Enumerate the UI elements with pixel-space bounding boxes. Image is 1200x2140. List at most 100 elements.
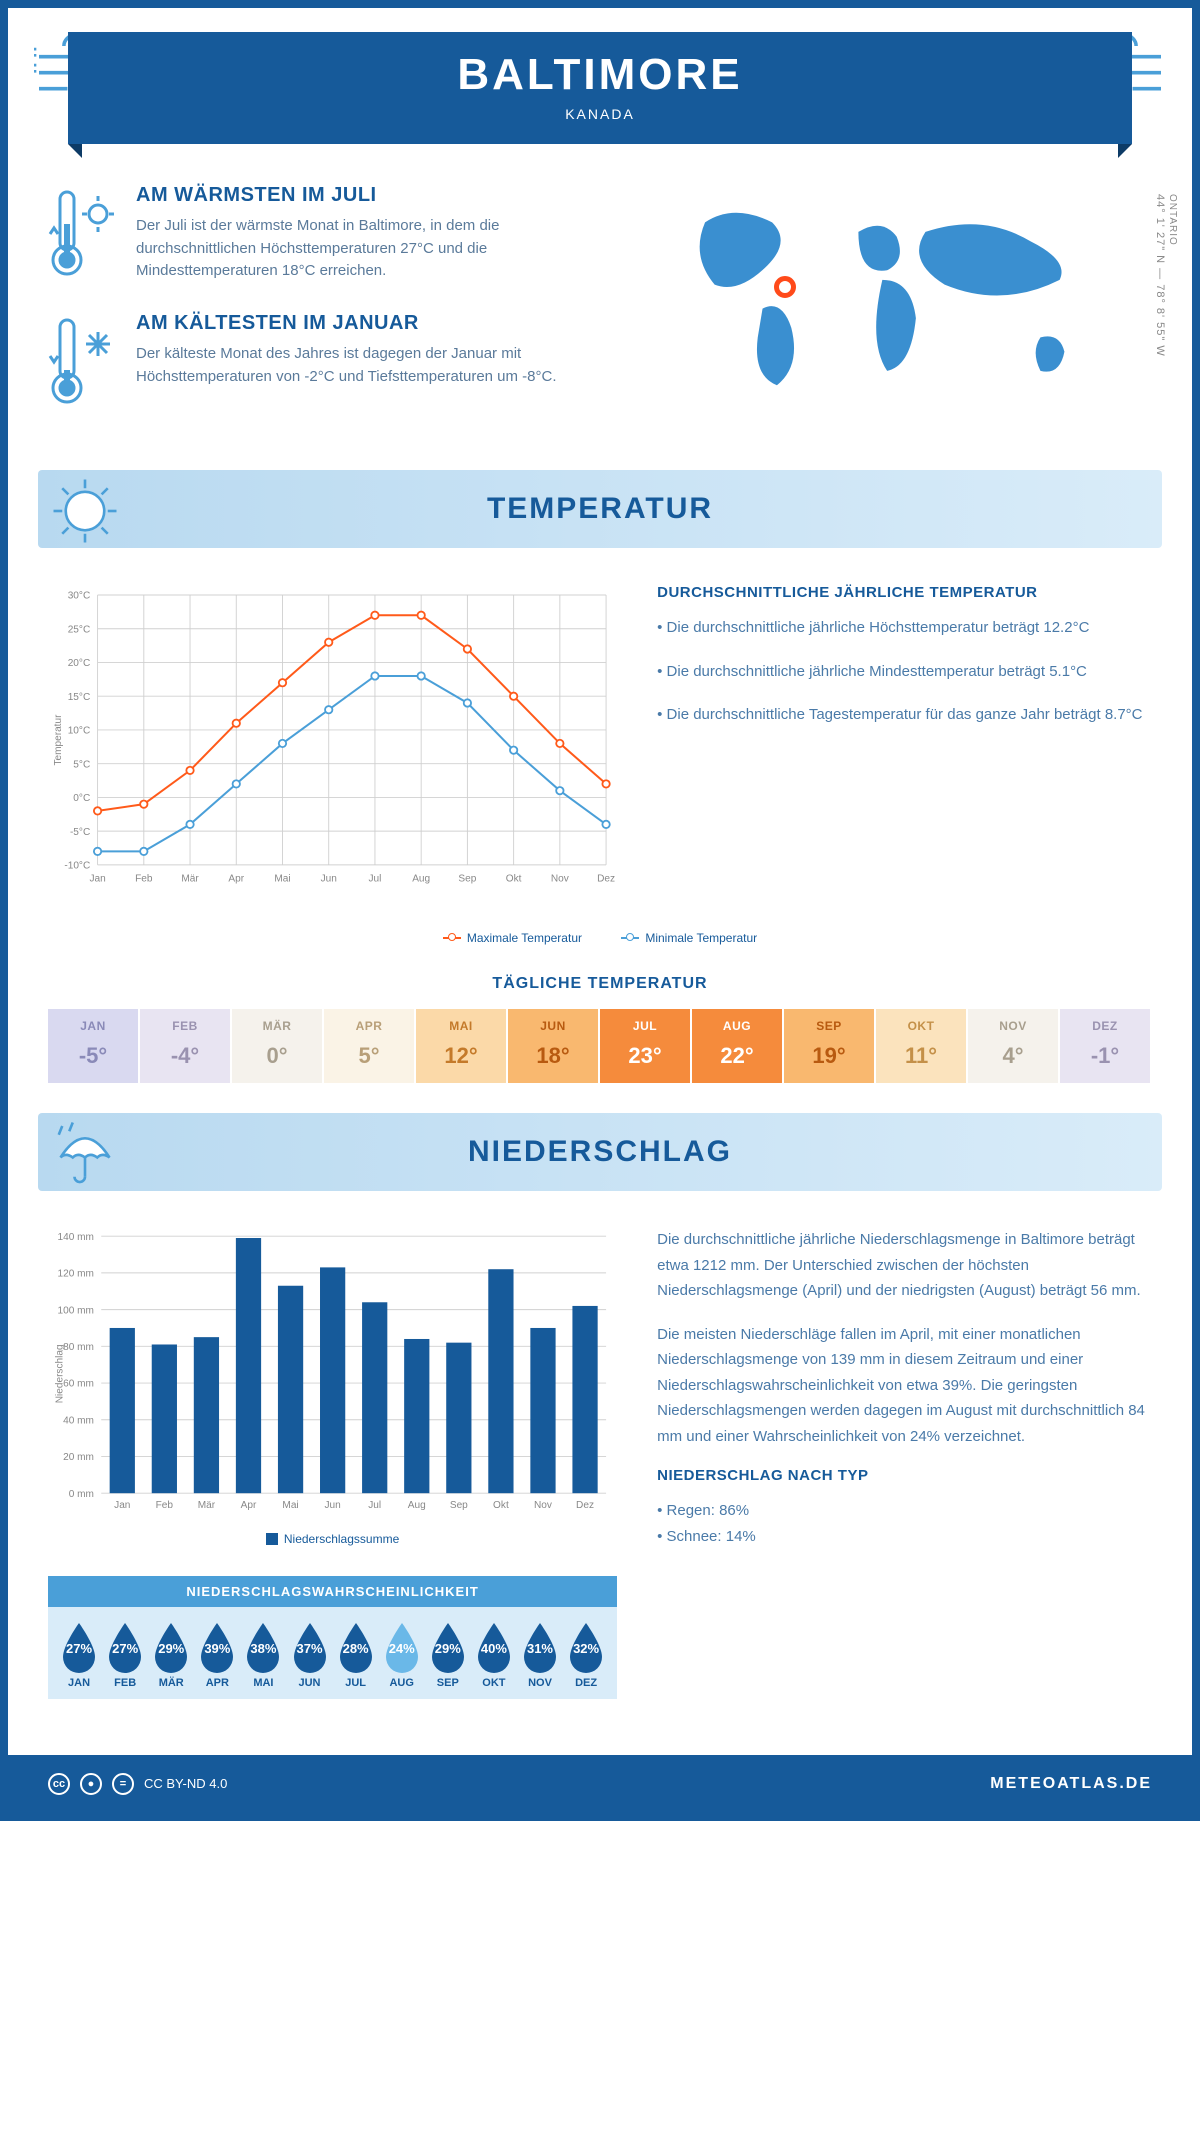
svg-text:Nov: Nov: [551, 873, 569, 884]
svg-text:80 mm: 80 mm: [63, 1342, 94, 1353]
svg-text:Mär: Mär: [198, 1500, 216, 1511]
svg-text:0 mm: 0 mm: [69, 1489, 94, 1500]
svg-text:5°C: 5°C: [73, 759, 90, 770]
precip-type-title: NIEDERSCHLAG NACH TYP: [657, 1467, 1152, 1484]
svg-text:Okt: Okt: [506, 873, 522, 884]
precip-paragraph-2: Die meisten Niederschläge fallen im Apri…: [657, 1322, 1152, 1450]
probability-drop: 40%OKT: [471, 1621, 517, 1689]
daily-temp-title: TÄGLICHE TEMPERATUR: [8, 975, 1192, 993]
svg-text:120 mm: 120 mm: [58, 1269, 94, 1280]
coldest-text: Der kälteste Monat des Jahres ist dagege…: [136, 343, 611, 388]
svg-text:Niederschlag: Niederschlag: [55, 1345, 66, 1404]
warmest-fact: AM WÄRMSTEN IM JULI Der Juli ist der wär…: [48, 184, 611, 284]
nd-icon: =: [112, 1773, 134, 1795]
daily-temp-cell: JUL23°: [600, 1009, 692, 1083]
cc-icon: cc: [48, 1773, 70, 1795]
svg-text:Feb: Feb: [156, 1500, 174, 1511]
probability-drop: 27%FEB: [102, 1621, 148, 1689]
precipitation-bar-chart: 0 mm20 mm40 mm60 mm80 mm100 mm120 mm140 …: [48, 1227, 617, 1521]
daily-temp-cell: OKT11°: [876, 1009, 968, 1083]
probability-drop: 39%APR: [194, 1621, 240, 1689]
precipitation-probability-row: 27%JAN27%FEB29%MÄR39%APR38%MAI37%JUN28%J…: [48, 1607, 617, 1699]
probability-drop: 29%MÄR: [148, 1621, 194, 1689]
svg-text:Temperatur: Temperatur: [53, 714, 64, 766]
temp-chart-legend: Maximale Temperatur Minimale Temperatur: [8, 922, 1192, 961]
probability-drop: 38%MAI: [240, 1621, 286, 1689]
warmest-title: AM WÄRMSTEN IM JULI: [136, 184, 611, 207]
probability-drop: 27%JAN: [56, 1621, 102, 1689]
precipitation-heading: NIEDERSCHLAG: [38, 1135, 1162, 1169]
daily-temp-cell: SEP19°: [784, 1009, 876, 1083]
svg-text:Mär: Mär: [181, 873, 199, 884]
svg-text:Mai: Mai: [274, 873, 290, 884]
svg-text:Jul: Jul: [368, 1500, 381, 1511]
precip-type-rain: • Regen: 86%: [657, 1498, 1152, 1524]
by-icon: ●: [80, 1773, 102, 1795]
temp-bullet-2: • Die durchschnittliche jährliche Mindes…: [657, 659, 1152, 685]
svg-text:40 mm: 40 mm: [63, 1416, 94, 1427]
svg-text:Apr: Apr: [228, 873, 244, 884]
precip-paragraph-1: Die durchschnittliche jährliche Niedersc…: [657, 1227, 1152, 1304]
license-block: cc ● = CC BY-ND 4.0: [48, 1773, 227, 1795]
probability-drop: 37%JUN: [286, 1621, 332, 1689]
svg-text:Mai: Mai: [282, 1500, 298, 1511]
svg-text:Jul: Jul: [368, 873, 381, 884]
svg-text:Feb: Feb: [135, 873, 153, 884]
svg-text:10°C: 10°C: [68, 726, 91, 737]
svg-text:Jun: Jun: [321, 873, 337, 884]
precip-type-snow: • Schnee: 14%: [657, 1524, 1152, 1550]
svg-text:Apr: Apr: [241, 1500, 257, 1511]
svg-text:Dez: Dez: [576, 1500, 594, 1511]
daily-temp-cell: DEZ-1°: [1060, 1009, 1152, 1083]
warmest-text: Der Juli ist der wärmste Monat in Baltim…: [136, 215, 611, 283]
world-map-svg: [641, 184, 1152, 414]
daily-temp-cell: AUG22°: [692, 1009, 784, 1083]
thermometer-sun-icon: [48, 184, 118, 284]
svg-text:100 mm: 100 mm: [58, 1305, 94, 1316]
temperature-section-header: TEMPERATUR: [38, 470, 1162, 548]
probability-drop: 29%SEP: [425, 1621, 471, 1689]
daily-temp-cell: MÄR0°: [232, 1009, 324, 1083]
svg-text:Dez: Dez: [597, 873, 615, 884]
probability-drop: 32%DEZ: [563, 1621, 609, 1689]
temp-bullet-1: • Die durchschnittliche jährliche Höchst…: [657, 615, 1152, 641]
daily-temp-cell: FEB-4°: [140, 1009, 232, 1083]
region-label: ONTARIO: [1167, 194, 1178, 246]
svg-text:0°C: 0°C: [73, 793, 90, 804]
svg-text:Sep: Sep: [458, 873, 476, 884]
daily-temp-cell: JUN18°: [508, 1009, 600, 1083]
svg-text:20°C: 20°C: [68, 658, 91, 669]
daily-temperature-table: JAN-5°FEB-4°MÄR0°APR5°MAI12°JUN18°JUL23°…: [48, 1009, 1152, 1083]
prob-title: NIEDERSCHLAGSWAHRSCHEINLICHKEIT: [48, 1576, 617, 1607]
precip-chart-legend: Niederschlagssumme: [48, 1526, 617, 1564]
coldest-title: AM KÄLTESTEN IM JANUAR: [136, 312, 611, 335]
thermometer-snow-icon: [48, 312, 118, 412]
precipitation-section-header: NIEDERSCHLAG: [38, 1113, 1162, 1191]
probability-drop: 28%JUL: [333, 1621, 379, 1689]
temperature-line-chart: -10°C-5°C0°C5°C10°C15°C20°C25°C30°CJanFe…: [48, 584, 617, 896]
probability-drop: 24%AUG: [379, 1621, 425, 1689]
world-map: ONTARIO 44° 1' 27" N — 78° 8' 55" W: [641, 184, 1152, 440]
footer-brand: METEOATLAS.DE: [990, 1775, 1152, 1793]
svg-text:Aug: Aug: [408, 1500, 426, 1511]
daily-temp-cell: MAI12°: [416, 1009, 508, 1083]
daily-temp-cell: JAN-5°: [48, 1009, 140, 1083]
svg-text:Nov: Nov: [534, 1500, 552, 1511]
svg-text:-5°C: -5°C: [70, 827, 90, 838]
svg-text:Jan: Jan: [89, 873, 105, 884]
daily-temp-cell: APR5°: [324, 1009, 416, 1083]
svg-text:Sep: Sep: [450, 1500, 468, 1511]
daily-temp-cell: NOV4°: [968, 1009, 1060, 1083]
country-subtitle: KANADA: [68, 106, 1132, 122]
footer: cc ● = CC BY-ND 4.0 METEOATLAS.DE: [8, 1755, 1192, 1813]
location-marker: [774, 276, 796, 298]
temp-bullet-3: • Die durchschnittliche Tagestemperatur …: [657, 702, 1152, 728]
temp-avg-title: DURCHSCHNITTLICHE JÄHRLICHE TEMPERATUR: [657, 584, 1152, 601]
svg-text:30°C: 30°C: [68, 591, 91, 602]
svg-text:60 mm: 60 mm: [63, 1379, 94, 1390]
svg-text:25°C: 25°C: [68, 624, 91, 635]
svg-text:-10°C: -10°C: [64, 861, 90, 872]
license-text: CC BY-ND 4.0: [144, 1776, 227, 1791]
svg-text:20 mm: 20 mm: [63, 1452, 94, 1463]
svg-text:Okt: Okt: [493, 1500, 509, 1511]
